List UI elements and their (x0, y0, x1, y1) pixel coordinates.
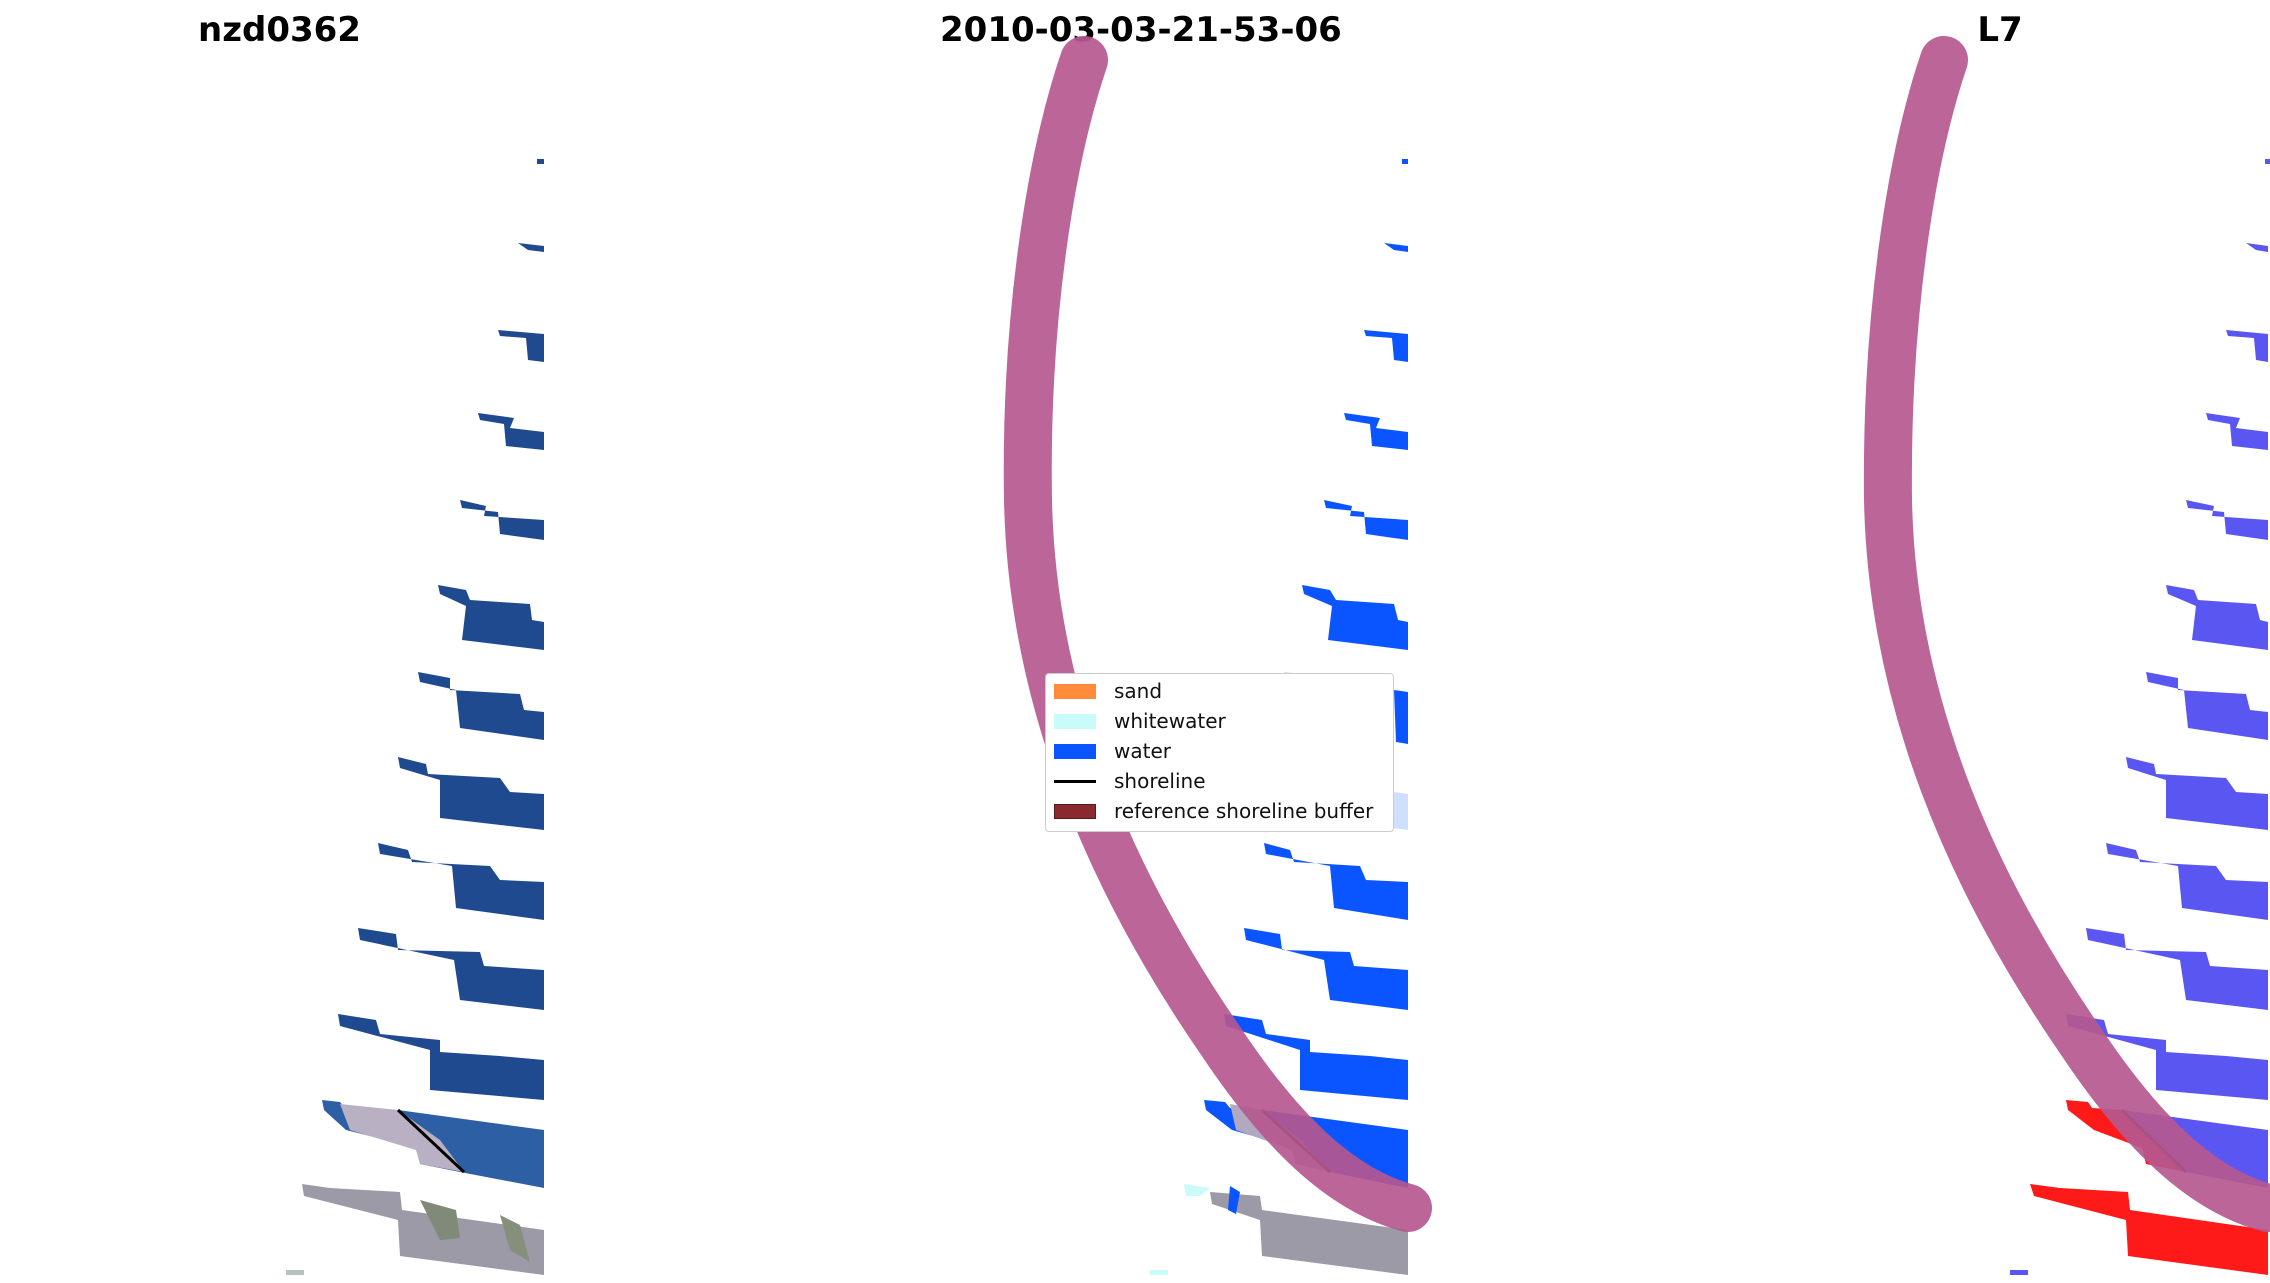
legend-swatch-water (1054, 743, 1096, 759)
legend-swatch-shoreline (1054, 779, 1096, 783)
rgb-shoreline (396, 1108, 466, 1174)
legend-label-sand: sand (1114, 679, 1163, 703)
panel-title-classified: 2010-03-03-21-53-06 (940, 10, 1342, 50)
l7-panel (1863, 36, 2270, 1275)
legend-swatch-whitewater (1054, 713, 1096, 729)
legend-item-reference-buffer: reference shoreline buffer (1054, 796, 1373, 826)
legend-swatch-reference-buffer (1054, 803, 1096, 819)
legend-label-water: water (1114, 739, 1171, 763)
classified-panel (1003, 36, 1432, 1275)
panel-title-rgb: nzd0362 (198, 10, 361, 50)
legend-label-whitewater: whitewater (1114, 709, 1226, 733)
legend: sand whitewater water shoreline referenc… (1045, 673, 1394, 832)
panel-title-index: L7 (1977, 10, 2023, 50)
rgb-image-panel (286, 159, 544, 1275)
legend-item-whitewater: whitewater (1054, 706, 1226, 736)
legend-item-shoreline: shoreline (1054, 766, 1206, 796)
legend-label-reference-buffer: reference shoreline buffer (1114, 799, 1374, 823)
legend-item-sand: sand (1054, 676, 1162, 706)
rgb-coast-stripe (322, 1100, 544, 1188)
legend-label-shoreline: shoreline (1114, 769, 1206, 793)
l7-reference-buffer (1863, 36, 2270, 1232)
rgb-water-stripes (338, 159, 544, 1100)
legend-swatch-sand (1054, 683, 1096, 699)
rgb-land-stripe (302, 1184, 544, 1275)
legend-item-water: water (1054, 736, 1171, 766)
